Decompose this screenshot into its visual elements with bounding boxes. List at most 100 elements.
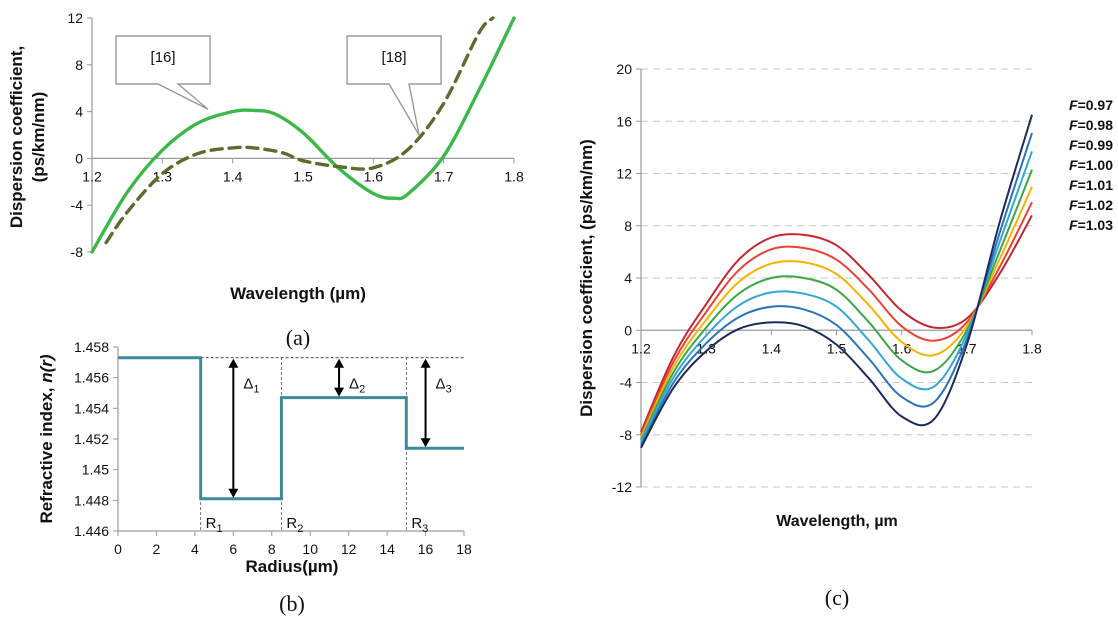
panel-b-radius-subscript: 1	[216, 523, 222, 535]
panel-b-delta-label-2: Δ2	[349, 376, 365, 396]
panel-a-series-line-1	[90, 16, 516, 254]
panel-b-y-axis-label-symbol: n(r)	[37, 354, 56, 383]
panel-a-x-tick-label: 1.8	[504, 168, 524, 184]
panel-b-radius-symbol: R	[411, 515, 422, 532]
panel-b: 1.446 1.448 1.45 1.452 1.454 1.456 1.458 0 2 4 6 8 1…	[37, 339, 472, 616]
panel-b-radius-labels: R1 R2 R3	[206, 515, 429, 535]
panel-c-y-tick-label: -4	[620, 375, 633, 391]
panel-c-x-tick-label: 1.2	[631, 340, 651, 356]
panel-b-y-axis-label: Refractive index, n(r)	[37, 354, 56, 523]
panel-c-x-tick-label: 1.4	[762, 340, 782, 356]
panel-c-legend-entry-5: F=1.01	[1069, 177, 1113, 193]
panel-c-x-tick-label: 1.8	[1022, 340, 1042, 356]
panel-c-series	[640, 114, 1033, 449]
panel-a-callout-label-2: [18]	[382, 49, 407, 66]
panel-b-x-tick-label: 18	[456, 541, 472, 557]
panel-c-legend-value: =1.00	[1078, 157, 1114, 173]
panel-a-y-axis-label-line2: (ps/km/nm)	[29, 92, 48, 183]
panel-b-delta-arrow-head-bottom-3	[420, 438, 431, 448]
panel-a-x-tick-label: 1.7	[434, 168, 454, 184]
panel-a-callouts: [16] [18]	[115, 35, 442, 136]
panel-a-series-line-2	[104, 16, 495, 245]
panel-c-legend-symbol: F	[1069, 97, 1078, 113]
panel-b-delta-arrow-head-bottom-1	[228, 488, 239, 498]
panel-c-y-tick-label: -8	[620, 427, 633, 443]
panel-c-legend-symbol: F	[1069, 137, 1078, 153]
panel-b-y-tick-label: 1.454	[74, 400, 109, 416]
panel-c-y-tick-label: 20	[616, 61, 632, 77]
panel-c-y-tick-label: 8	[624, 218, 632, 234]
panel-a-x-axis-label: Wavelength (µm)	[230, 284, 366, 303]
panel-c-series-line-2	[640, 201, 1033, 436]
panel-c-y-tick-label: 16	[616, 113, 632, 129]
panel-b-delta-arrow-head-top-3	[420, 358, 431, 368]
panel-c-legend-symbol: F	[1069, 197, 1078, 213]
panel-b-y-tick-label: 1.45	[82, 462, 109, 478]
panel-b-radius-symbol: R	[206, 515, 217, 532]
panel-b-x-tick-label: 14	[379, 541, 395, 557]
panel-b-caption: (b)	[279, 591, 305, 616]
panel-b-y-tick-label: 1.448	[74, 492, 109, 508]
panel-a-y-tick-label: -4	[71, 197, 84, 213]
panel-b-x-tick-label: 10	[302, 541, 318, 557]
panel-b-y-tick-label: 1.446	[74, 523, 109, 539]
panel-b-x-tick-label: 12	[341, 541, 357, 557]
panel-b-profile-line	[118, 356, 464, 501]
panel-c-legend-entry-6: F=1.02	[1069, 197, 1113, 213]
panel-b-delta-arrow-head-top-1	[228, 358, 239, 368]
panel-c-series-line-1	[640, 214, 1033, 433]
panel-c-legend-entry-1: F=0.97	[1069, 97, 1113, 113]
panel-c-y-tick-label: 12	[616, 166, 632, 182]
panel-a-y-tick-label: 0	[75, 150, 83, 166]
panel-b-x-tick-label: 2	[153, 541, 161, 557]
panel-c-gridlines	[641, 68, 1032, 488]
panel-c-series-line-7	[640, 114, 1033, 449]
panel-c-y-axis-label: Dispersion coefficient, (ps/km/nm)	[577, 139, 596, 417]
panel-a-x-tick-label: 1.5	[293, 168, 313, 184]
panel-c-legend-symbol: F	[1069, 157, 1078, 173]
panel-a-y-tick-label: 4	[75, 104, 83, 120]
panel-c-x-tick-label: 1.5	[827, 340, 847, 356]
panel-b-delta-arrow-head-top-2	[334, 358, 345, 368]
panel-b-y-tick-label: 1.452	[74, 431, 109, 447]
panel-a-y-tick-label: 12	[67, 10, 83, 26]
panel-b-x-tick-label: 8	[268, 541, 276, 557]
panel-b-delta-symbol: Δ	[436, 376, 446, 393]
panel-c-legend-value: =1.01	[1078, 177, 1114, 193]
panel-b-x-tick-label: 4	[191, 541, 199, 557]
panel-b-index-profile	[118, 356, 464, 501]
panel-b-y-tick-label: 1.458	[74, 339, 109, 355]
panel-b-delta-label-3: Δ3	[436, 376, 452, 396]
panel-b-radius-label-1: R1	[206, 515, 223, 535]
panel-a-callout-box-1	[115, 35, 211, 110]
panel-b-x-tick-label: 16	[418, 541, 434, 557]
panel-a-callout-box-2	[346, 35, 442, 136]
panel-c-x-tick-label: 1.6	[892, 340, 912, 356]
panel-a-y-tick-label: 8	[75, 57, 83, 73]
panel-c-legend-symbol: F	[1069, 217, 1078, 233]
panel-c-legend-entry-4: F=1.00	[1069, 157, 1113, 173]
panel-b-axes: 1.446 1.448 1.45 1.452 1.454 1.456 1.458 0 2 4 6 8 1…	[74, 339, 472, 557]
panel-b-delta-arrow-head-bottom-2	[334, 387, 345, 397]
panel-c-legend-value: =1.02	[1078, 197, 1114, 213]
panel-c-y-tick-label: 0	[624, 322, 632, 338]
panel-c-x-axis-label: Wavelength, µm	[776, 513, 898, 530]
panel-c-legend-symbol: F	[1069, 117, 1078, 133]
panel-a-series	[90, 16, 516, 254]
panel-c-legend-entry-3: F=0.99	[1069, 137, 1113, 153]
panel-c-legend-symbol: F	[1069, 177, 1078, 193]
panel-b-radius-subscript: 3	[422, 523, 428, 535]
panel-a-x-tick-label: 1.6	[364, 168, 384, 184]
panel-c-legend: F=0.97F=0.98F=0.99F=1.00F=1.01F=1.02F=1.…	[1069, 97, 1113, 233]
panel-b-radius-label-3: R3	[411, 515, 428, 535]
panel-b-delta-subscript: 1	[253, 384, 259, 396]
panel-c-y-tick-label: 4	[624, 270, 632, 286]
panel-b-x-axis-label: Radius(µm)	[246, 557, 339, 576]
panel-c-x-tick-label: 1.3	[696, 340, 716, 356]
panel-c-legend-value: =1.03	[1078, 217, 1114, 233]
panel-b-radius-subscript: 2	[297, 523, 303, 535]
panel-b-y-axis-label-prefix: Refractive index,	[37, 383, 56, 524]
